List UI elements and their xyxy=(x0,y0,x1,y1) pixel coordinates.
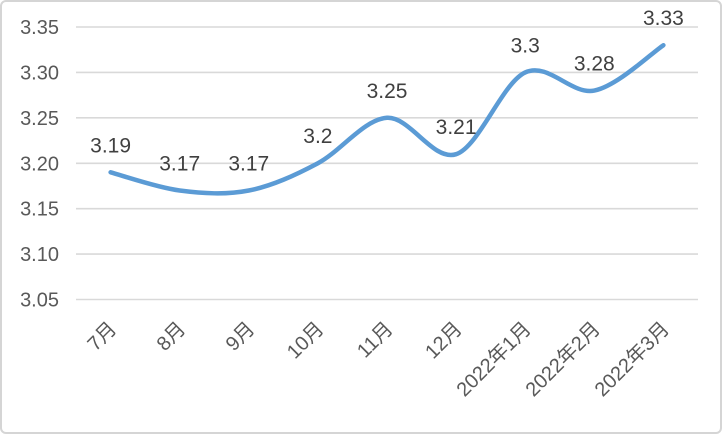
x-axis-tick-label: 2022年1月 xyxy=(452,317,536,401)
y-axis-tick-label: 3.15 xyxy=(20,199,59,221)
x-axis-tick-label: 12月 xyxy=(421,318,466,363)
data-label: 3.2 xyxy=(303,125,332,148)
x-axis-tick-label: 7月 xyxy=(84,318,122,356)
x-axis-tick-label: 9月 xyxy=(222,318,260,356)
x-axis-tick-label: 8月 xyxy=(153,318,191,356)
x-axis-tick-label: 11月 xyxy=(353,318,397,362)
data-label: 3.19 xyxy=(90,134,131,157)
data-label: 3.17 xyxy=(159,153,200,176)
data-label: 3.3 xyxy=(511,34,540,57)
x-axis-tick-label: 2022年3月 xyxy=(590,317,674,401)
data-label: 3.21 xyxy=(436,116,477,139)
y-axis-tick-label: 3.35 xyxy=(20,17,59,39)
data-label: 3.17 xyxy=(228,153,269,176)
y-axis-tick-label: 3.05 xyxy=(20,290,59,312)
x-axis-tick-label: 2022年2月 xyxy=(521,317,605,401)
data-label: 3.33 xyxy=(643,7,684,30)
x-axis-tick-label: 10月 xyxy=(283,318,328,363)
series-line xyxy=(108,42,666,196)
y-axis-tick-label: 3.30 xyxy=(20,62,59,84)
data-label: 3.28 xyxy=(574,53,615,76)
y-axis-tick-label: 3.20 xyxy=(20,153,59,175)
y-axis-tick-label: 3.10 xyxy=(20,244,59,266)
y-axis-tick-label: 3.25 xyxy=(20,108,59,130)
data-label: 3.25 xyxy=(367,80,408,103)
